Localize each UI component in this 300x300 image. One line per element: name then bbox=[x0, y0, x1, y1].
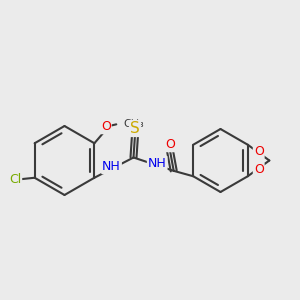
Text: O: O bbox=[254, 164, 264, 176]
Text: S: S bbox=[130, 121, 140, 136]
Text: O: O bbox=[101, 120, 111, 133]
Text: NH: NH bbox=[102, 160, 121, 173]
Text: O: O bbox=[254, 145, 264, 158]
Text: O: O bbox=[165, 138, 175, 151]
Text: CH₃: CH₃ bbox=[123, 119, 144, 129]
Text: Cl: Cl bbox=[9, 173, 21, 186]
Text: NH: NH bbox=[148, 157, 167, 170]
